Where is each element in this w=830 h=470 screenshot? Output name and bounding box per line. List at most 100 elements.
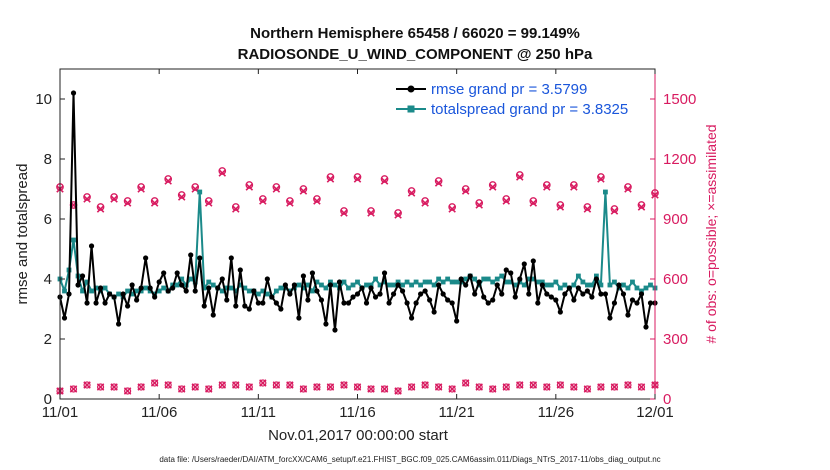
rmse-point	[427, 297, 433, 303]
obs-x-stroke	[407, 189, 416, 197]
obs-possible-point	[96, 203, 105, 211]
obs-x-stroke	[137, 185, 145, 193]
obs-assimilated-point	[488, 183, 497, 191]
spread-point	[255, 291, 261, 297]
obs-x-stroke	[543, 183, 551, 191]
obs-possible-point	[367, 207, 375, 215]
obs-assimilated-point	[232, 205, 240, 213]
obs-possible-point	[218, 167, 227, 175]
x-tick-label: 11/21	[438, 404, 474, 421]
obs-assimilated-point	[583, 205, 592, 213]
obs-assimilated-point	[624, 185, 632, 193]
obs-assimilated-point	[326, 175, 335, 183]
spread-point	[174, 282, 180, 288]
rmse-point	[544, 291, 550, 297]
obs-x-stroke	[637, 203, 646, 211]
rmse-point	[517, 276, 523, 282]
obs-x-stroke	[488, 183, 497, 191]
rmse-point	[620, 291, 627, 297]
rmse-point	[359, 285, 365, 291]
x-tick-label: 11/06	[141, 404, 177, 421]
obs-x-stroke	[232, 381, 240, 389]
spread-point	[116, 291, 121, 297]
spread-point	[436, 276, 442, 282]
obs-x-stroke	[83, 381, 91, 389]
obs-possible-point	[191, 183, 200, 191]
obs-low-point	[164, 381, 172, 389]
rmse-point	[242, 303, 248, 309]
y-tick-label: 4	[44, 271, 52, 288]
rmse-point	[625, 312, 631, 318]
obs-possible-point	[258, 195, 267, 203]
spread-point	[409, 282, 414, 288]
obs-x-stroke	[488, 385, 497, 393]
spread-point	[445, 276, 451, 282]
obs-low-point	[83, 381, 91, 389]
obs-x-stroke	[610, 383, 619, 391]
rmse-point	[106, 291, 113, 297]
rmse-point	[566, 285, 572, 291]
rmse-point	[318, 297, 325, 303]
obs-x-stroke	[610, 207, 619, 215]
rmse-point	[372, 294, 379, 300]
rmse-point	[413, 300, 419, 306]
rmse-point	[503, 267, 509, 273]
rmse-point	[341, 300, 347, 306]
obs-low-point	[313, 383, 321, 391]
spread-point	[273, 288, 279, 294]
obs-assimilated-point	[245, 183, 254, 191]
legend: rmse grand pr = 3.5799 totalspread grand…	[390, 76, 645, 122]
rmse-point	[287, 291, 293, 297]
obs-low-circle	[299, 385, 308, 393]
x-tick-label: 11/16	[339, 404, 375, 421]
obs-low-point	[610, 383, 619, 391]
obs-low-circle	[151, 379, 159, 387]
obs-possible-point	[597, 173, 605, 181]
spread-point	[246, 288, 252, 294]
obs-x-stroke	[570, 383, 578, 391]
obs-low-circle	[259, 379, 267, 387]
obs-possible-point	[353, 173, 362, 181]
obs-low-circle	[69, 385, 78, 393]
obs-possible-point	[475, 199, 484, 207]
obs-low-circle	[583, 385, 591, 393]
spread-point	[643, 285, 649, 291]
rmse-point	[440, 291, 446, 297]
spread-point	[580, 279, 586, 285]
obs-possible-point	[83, 193, 91, 201]
obs-x-stroke	[191, 185, 199, 193]
chart-title: Northern Hemisphere 65458 / 66020 = 99.1…	[250, 25, 580, 42]
obs-low-circle	[475, 383, 483, 391]
obs-possible-point	[610, 205, 619, 213]
rmse-point	[215, 285, 221, 291]
obs-x-stroke	[475, 383, 483, 391]
obs-possible-point	[137, 183, 145, 191]
obs-x-stroke	[448, 385, 456, 393]
rmse-point	[66, 291, 72, 297]
spread-point	[508, 279, 514, 285]
rmse-point	[314, 288, 320, 294]
obs-x-stroke	[637, 383, 646, 391]
spread-point	[472, 276, 478, 282]
y-axis-label: rmse and totalspread	[14, 164, 31, 305]
obs-x-stroke	[164, 177, 172, 185]
obs-x-stroke	[204, 199, 213, 207]
rmse-point	[210, 312, 216, 318]
spread-point	[634, 285, 640, 291]
x-tick-label: 11/01	[42, 404, 78, 421]
obs-possible-point	[326, 173, 335, 181]
plot-area	[60, 69, 655, 399]
obs-assimilated-point	[597, 175, 605, 183]
obs-low-point	[299, 385, 308, 393]
obs-x-stroke	[245, 383, 254, 391]
rmse-point	[494, 282, 500, 288]
obs-low-point	[583, 385, 592, 393]
rmse-point	[404, 300, 410, 306]
obs-low-point	[597, 383, 605, 391]
obs-x-stroke	[434, 179, 443, 187]
rmse-point	[521, 261, 527, 267]
spread-point	[382, 279, 387, 285]
spread-point	[571, 282, 577, 288]
spread-point	[219, 288, 225, 294]
spread-point	[503, 279, 509, 285]
